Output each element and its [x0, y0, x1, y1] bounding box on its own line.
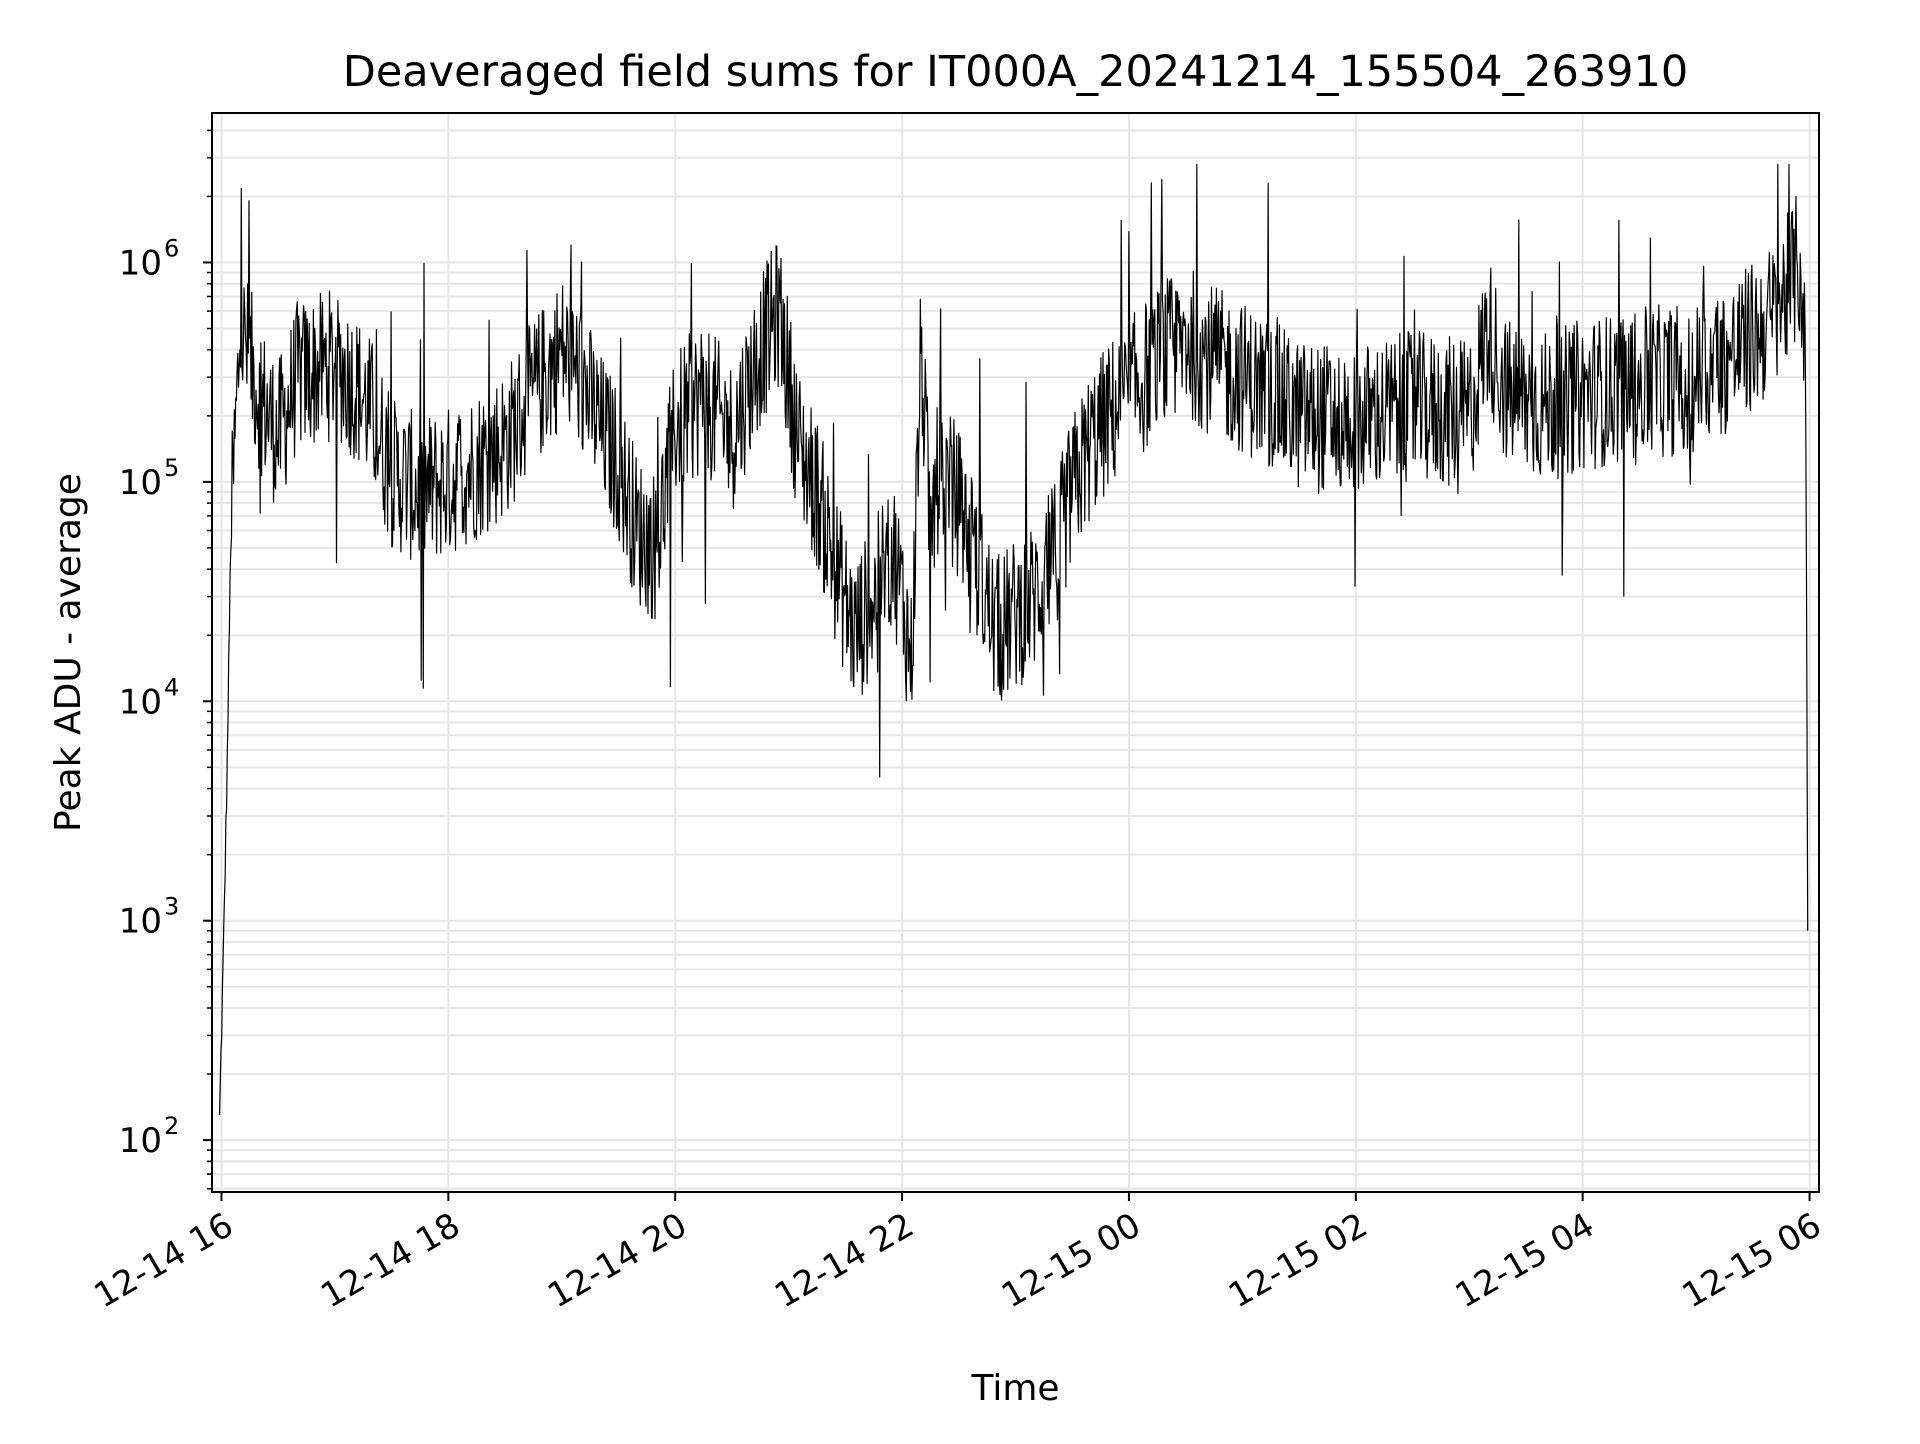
- chart-title: Deaveraged field sums for IT000A_2024121…: [343, 47, 1689, 97]
- y-tick-base: 10: [119, 463, 162, 503]
- x-axis-label: Time: [970, 1368, 1059, 1409]
- plot-frame: [211, 112, 1820, 1193]
- y-tick-base: 10: [119, 682, 162, 722]
- grid-lines: [212, 113, 1819, 1192]
- plot-data: [219, 163, 1809, 1116]
- y-tick-base: 10: [119, 902, 162, 942]
- y-tick-exponent: 6: [164, 234, 179, 262]
- series-line: [219, 163, 1809, 1116]
- y-tick-exponent: 2: [164, 1112, 179, 1140]
- y-tick-base: 10: [119, 243, 162, 283]
- y-tick-label: 10: [119, 682, 162, 722]
- y-tick-exponent: 3: [164, 893, 179, 921]
- y-tick-label: 10: [119, 463, 162, 503]
- y-tick-label: 10: [119, 902, 162, 942]
- y-tick-label: 10: [119, 243, 162, 283]
- y-tick-exponent: 5: [164, 454, 179, 482]
- y-tick-base: 10: [119, 1121, 162, 1161]
- y-tick-exponent: 4: [164, 673, 179, 701]
- y-axis-label: Peak ADU - average: [48, 473, 89, 832]
- y-tick-label: 10: [119, 1121, 162, 1161]
